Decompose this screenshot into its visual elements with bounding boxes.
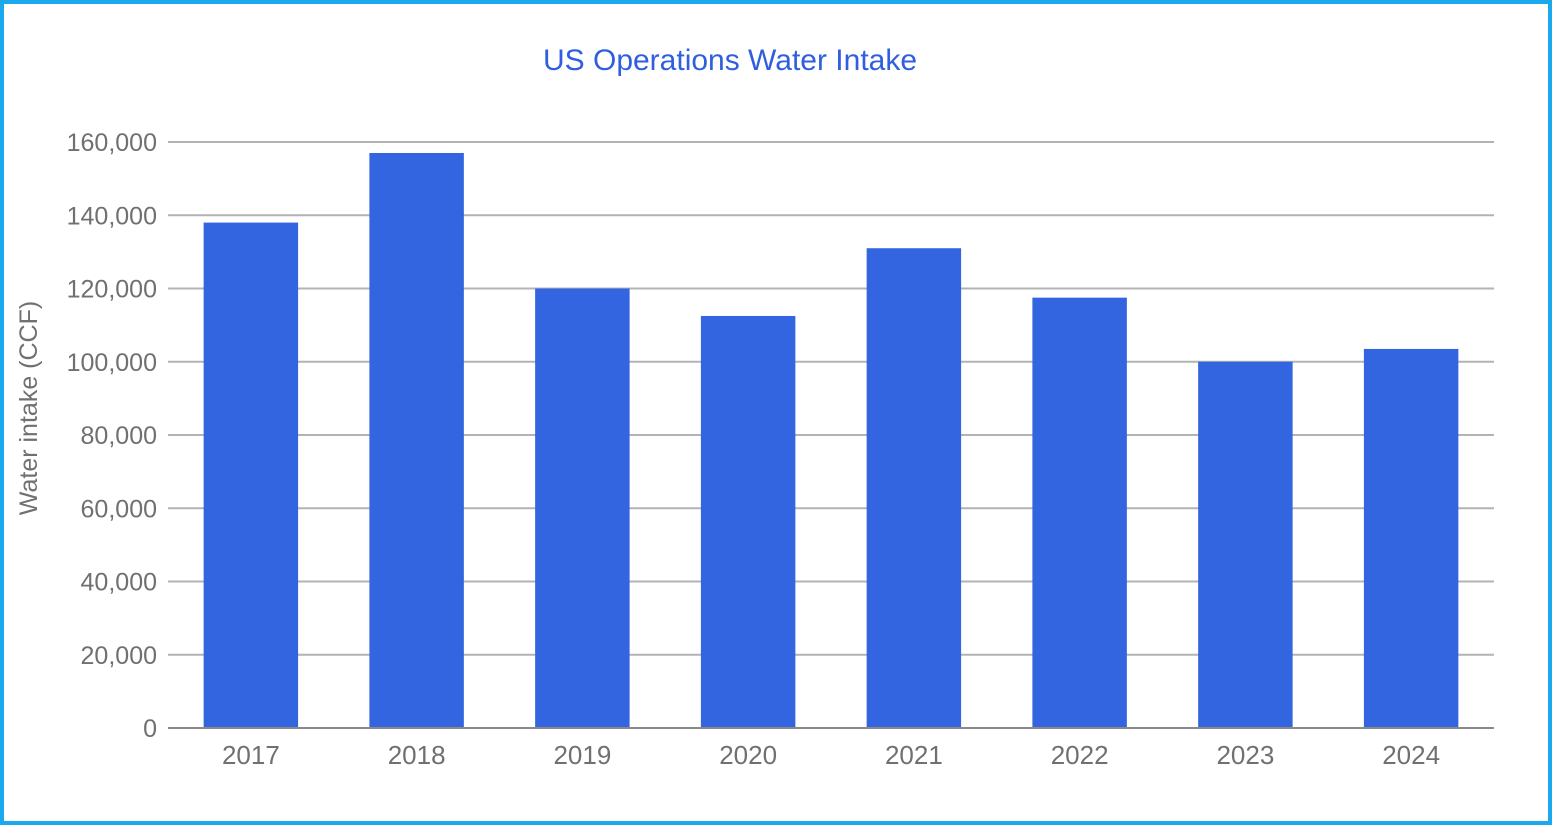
bar [1198,361,1293,728]
y-tick-label: 120,000 [67,276,157,304]
y-tick-label: 80,000 [81,422,157,450]
bar [535,288,630,728]
x-tick-labels: 2017 2018 2019 2020 2021 2022 2023 2024 [222,740,1440,770]
y-axis-label: Water intake (CCF) [15,301,43,515]
y-tick-label: 100,000 [67,349,157,377]
bar [1032,297,1127,728]
bar [1363,348,1459,728]
bars [203,152,1459,729]
bar [866,248,962,728]
bar [203,222,299,728]
x-tick-label: 2018 [388,740,446,770]
bar [369,152,464,729]
x-tick-label: 2020 [719,740,777,770]
y-tick-labels: 0 20,000 40,000 60,000 80,000 100,000 120,000 1… [67,129,157,743]
x-tick-label: 2022 [1051,740,1109,770]
y-tick-label: 60,000 [81,495,157,523]
bar [700,315,796,728]
y-tick-label: 140,000 [67,202,157,230]
x-tick-label: 2019 [553,740,611,770]
x-tick-label: 2017 [222,740,280,770]
y-tick-label: 0 [143,715,157,743]
x-tick-label: 2021 [885,740,943,770]
x-tick-label: 2023 [1216,740,1274,770]
chart-title: US Operations Water Intake [542,44,918,77]
y-tick-label: 40,000 [81,569,157,597]
gridlines [168,141,1494,656]
y-tick-label: 20,000 [81,642,157,670]
y-tick-label: 160,000 [67,129,157,157]
x-tick-label: 2024 [1382,740,1440,770]
